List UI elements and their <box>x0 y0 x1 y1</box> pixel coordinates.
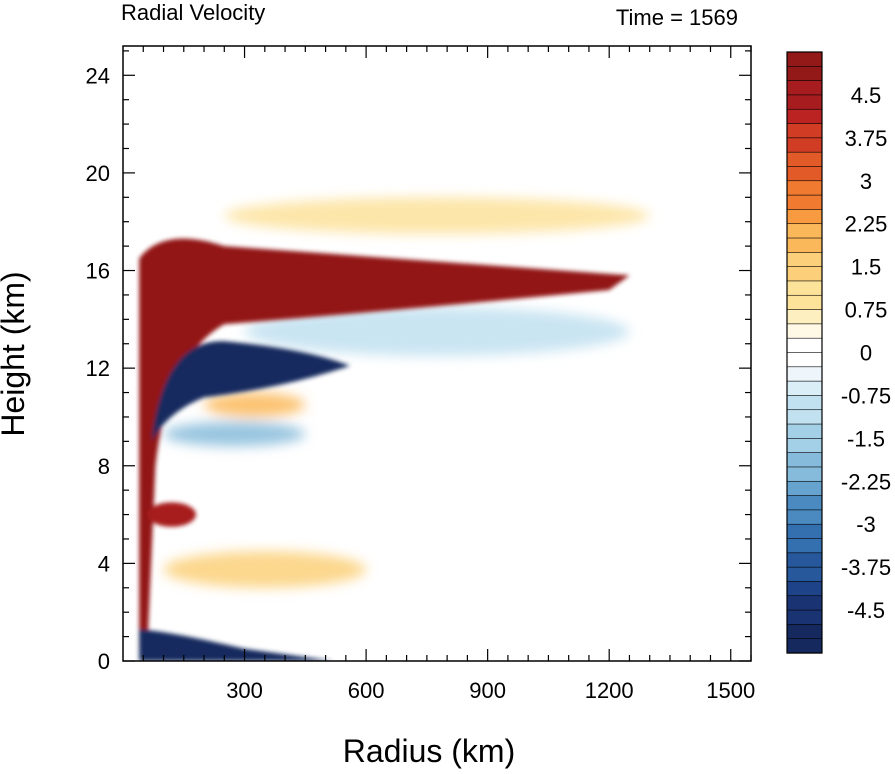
colorbar-bin <box>786 624 823 640</box>
colorbar-bin <box>786 280 823 296</box>
colorbar-bin <box>786 495 823 511</box>
colorbar-label: 0 <box>860 341 872 366</box>
colorbar-bin <box>786 466 823 482</box>
colorbar-bin <box>786 438 823 454</box>
colorbar-label: -3.75 <box>841 555 891 580</box>
colorbar-bin <box>786 523 823 540</box>
colorbar-bin <box>786 223 823 239</box>
velocity-field-soft <box>163 197 650 588</box>
colorbar-label: -2.25 <box>841 469 891 494</box>
colorbar-label: 2.25 <box>845 212 888 237</box>
colorbar-bin <box>786 309 823 325</box>
field-feature-3 <box>147 502 196 527</box>
colorbar-bin <box>786 538 823 554</box>
y-tick-label: 24 <box>86 63 110 88</box>
colorbar-label: 1.5 <box>851 255 882 280</box>
x-axis-label: Radius (km) <box>343 733 515 769</box>
y-tick-label: 8 <box>98 454 110 479</box>
colorbar-label: -1.5 <box>847 426 885 451</box>
colorbar-bin <box>786 323 823 339</box>
x-axis: 300 600 900 1200 1500 <box>142 46 755 703</box>
x-tick-label: 1200 <box>585 678 634 703</box>
y-tick-label: 4 <box>98 551 110 576</box>
colorbar-label: 3.75 <box>845 126 888 151</box>
colorbar-label: 4.5 <box>851 83 882 108</box>
x-tick-label: 900 <box>469 678 506 703</box>
field-feature-6 <box>204 392 306 417</box>
colorbar-bin <box>786 266 823 282</box>
x-tick-label: 300 <box>226 678 263 703</box>
colorbar-bin <box>786 180 823 196</box>
y-tick-label: 0 <box>98 649 110 674</box>
colorbar-bin <box>786 194 823 211</box>
colorbar-bin <box>786 423 823 439</box>
colorbar-bin <box>786 509 823 525</box>
time-label: Time = 1569 <box>616 5 738 30</box>
colorbar-bin <box>786 409 823 425</box>
colorbar-bin <box>786 452 823 468</box>
plot-frame <box>122 45 752 662</box>
colorbar-bin <box>786 480 823 497</box>
colorbar-bin <box>786 609 823 625</box>
colorbar: 4.5 3.75 3 2.25 1.5 0.75 0 -0.75 -1.5 -2.25 -3 -3.7… <box>786 51 891 654</box>
colorbar-bin <box>786 94 823 110</box>
colorbar-label: -3 <box>856 512 876 537</box>
colorbar-bin <box>786 380 823 397</box>
colorbar-label: -0.75 <box>841 383 891 408</box>
x-tick-label: 600 <box>348 678 385 703</box>
colorbar-bin <box>786 137 823 153</box>
colorbar-bin <box>786 80 823 96</box>
field-feature-5 <box>244 307 630 356</box>
velocity-field-core <box>139 238 630 661</box>
y-axis: 0 4 8 12 16 20 24 <box>86 50 751 674</box>
colorbar-bin <box>786 366 823 382</box>
colorbar-bin <box>786 66 823 82</box>
y-axis-label: Height (km) <box>0 271 31 436</box>
colorbar-bin <box>786 337 823 354</box>
y-tick-label: 16 <box>86 259 110 284</box>
colorbar-label: -4.5 <box>847 598 885 623</box>
colorbar-bin <box>786 566 823 583</box>
colorbar-label: 0.75 <box>845 298 888 323</box>
colorbar-bin <box>786 638 823 654</box>
colorbar-bin <box>786 166 823 182</box>
colorbar-bin <box>786 595 823 611</box>
colorbar-bin <box>786 123 823 139</box>
colorbar-bin <box>786 294 823 311</box>
y-tick-label: 12 <box>86 356 110 381</box>
colorbar-bin <box>786 237 823 253</box>
colorbar-bin <box>786 151 823 168</box>
y-tick-label: 20 <box>86 161 110 186</box>
field-feature-4 <box>224 197 650 234</box>
colorbar-frame <box>786 51 823 654</box>
colorbar-bin <box>786 51 823 67</box>
chart-title: Radial Velocity <box>121 0 265 25</box>
colorbar-bin <box>786 352 823 368</box>
colorbar-bin <box>786 209 823 225</box>
field-feature-7 <box>163 421 306 447</box>
midlevel-inflow <box>151 341 350 442</box>
colorbar-bin <box>786 252 823 268</box>
colorbar-bin <box>786 108 823 125</box>
colorbar-bin <box>786 581 823 597</box>
outflow-jet <box>139 238 630 649</box>
colorbar-bin <box>786 552 823 568</box>
colorbar-bin <box>786 395 823 411</box>
x-tick-label: 1500 <box>706 678 755 703</box>
colorbar-label: 3 <box>860 169 872 194</box>
boundary-layer-inflow <box>139 629 334 661</box>
field-feature-8 <box>163 551 367 588</box>
